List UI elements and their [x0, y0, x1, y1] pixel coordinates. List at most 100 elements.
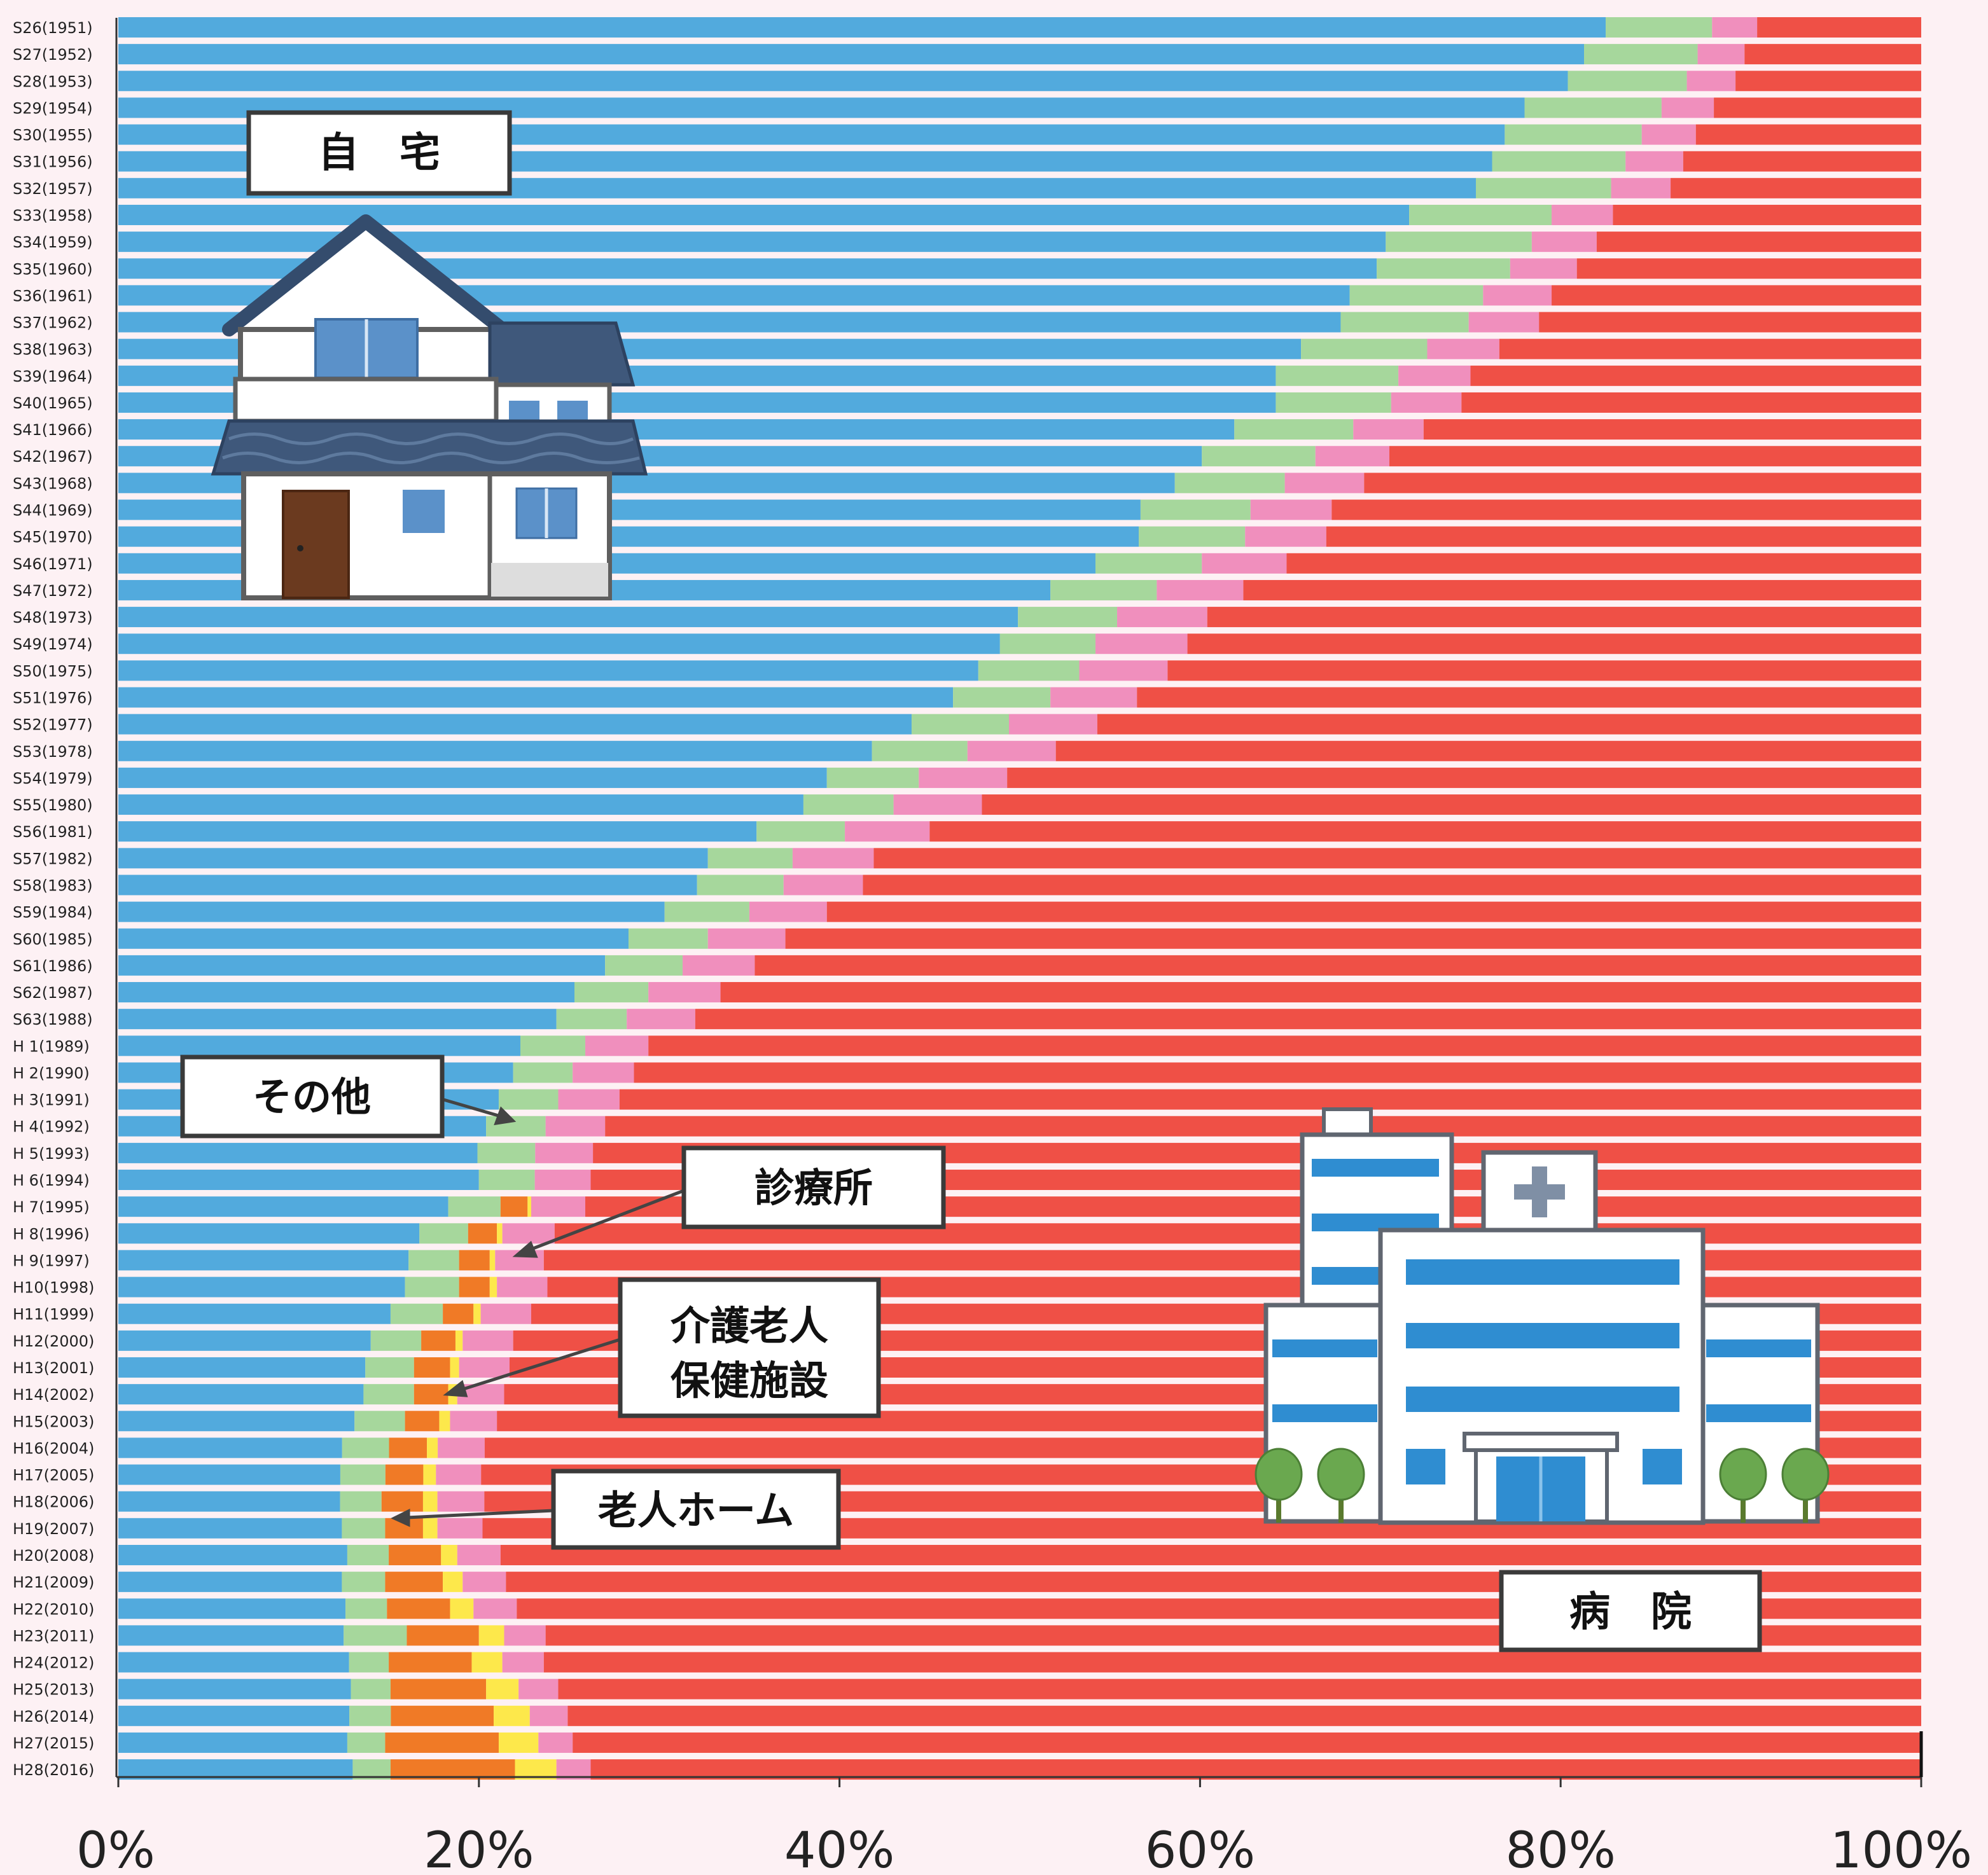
y-tick-label: S35(1960) [13, 260, 93, 278]
bar-segment-shinryosho [1398, 365, 1471, 386]
bar-segment-other [354, 1411, 405, 1432]
bar-segment-shinryosho [683, 955, 755, 976]
bar-segment-other [365, 1357, 414, 1378]
bar-segment-rojinhome [450, 1598, 474, 1619]
bar-segment-rokenshisetsu [414, 1384, 448, 1405]
bar-row [118, 928, 1921, 949]
bar-segment-other [556, 1009, 627, 1030]
bar-segment-home [118, 44, 1585, 65]
bar-segment-shinryosho [529, 1705, 568, 1726]
bar-segment-rojinhome [443, 1572, 463, 1593]
bar-segment-home [118, 17, 1606, 38]
bar-segment-rokenshisetsu [389, 1652, 472, 1673]
bar-segment-hospital [1552, 285, 1921, 306]
bar-segment-hospital [982, 794, 1921, 815]
bar-segment-shinryosho [436, 1464, 482, 1485]
bar-segment-shinryosho [437, 1518, 483, 1539]
bar-segment-shinryosho [1468, 312, 1540, 333]
bar-segment-rokenshisetsu [405, 1411, 440, 1432]
y-tick-label: S27(1952) [13, 46, 93, 64]
bar-segment-home [118, 821, 757, 842]
bar-segment-shinryosho [531, 1196, 586, 1217]
bar-row [118, 714, 1921, 735]
bar-segment-shinryosho [545, 1116, 606, 1137]
bar-segment-shinryosho [1157, 579, 1244, 600]
y-tick-label: S62(1987) [13, 984, 93, 1002]
bar-segment-rojinhome [439, 1411, 450, 1432]
bar-segment-rokenshisetsu [389, 1437, 427, 1458]
bar-segment-hospital [1243, 579, 1921, 600]
bar-row [118, 767, 1921, 788]
bar-segment-shinryosho [1391, 392, 1462, 413]
y-tick-label: H27(2015) [13, 1734, 94, 1752]
bar-segment-home [118, 875, 697, 896]
bar-segment-shinryosho [462, 1572, 506, 1593]
bar-segment-other [363, 1384, 414, 1405]
bar-segment-hospital [1326, 526, 1921, 547]
bar-row [118, 1678, 1921, 1699]
y-tick-label: H 2(1990) [13, 1064, 90, 1082]
axes [115, 18, 1923, 1778]
bar-row [118, 1544, 1921, 1565]
bar-row [118, 901, 1921, 922]
rokenshisetsu-label-line1: 介護老人 [671, 1303, 828, 1349]
bar-segment-home [118, 232, 1386, 253]
bar-segment-hospital [785, 928, 1921, 949]
bar-segment-other [872, 740, 968, 761]
bar-segment-home [118, 71, 1568, 92]
bar-segment-home [118, 1196, 448, 1217]
bar-segment-home [118, 1009, 557, 1030]
bar-segment-shinryosho [1315, 446, 1389, 467]
bar-segment-rojinhome [422, 1518, 438, 1539]
bar-segment-home [118, 928, 629, 949]
bar-segment-shinryosho [1510, 258, 1577, 279]
bar-row [118, 1705, 1921, 1726]
y-tick-label: S38(1963) [13, 341, 93, 359]
bar-segment-other [605, 955, 683, 976]
bar-segment-home [118, 1357, 366, 1378]
x-tick-label: 100% [1830, 1822, 1972, 1875]
bar-row [118, 660, 1921, 681]
bar-segment-shinryosho [1117, 607, 1207, 628]
bar-segment-other [1018, 607, 1118, 628]
bar-segment-other [1276, 365, 1399, 386]
bar-segment-rokenshisetsu [391, 1705, 494, 1726]
bar-segment-shinryosho [462, 1330, 513, 1351]
bar-segment-hospital [1364, 473, 1921, 494]
bar-segment-rojinhome [441, 1544, 457, 1565]
bar-segment-hospital [567, 1705, 1921, 1726]
bar-segment-rojinhome [489, 1250, 496, 1271]
bar-segment-shinryosho [648, 982, 721, 1003]
bar-segment-rojinhome [494, 1705, 530, 1726]
bar-segment-hospital [863, 875, 1921, 896]
bar-row [118, 17, 1921, 38]
y-tick-label: H13(2001) [13, 1359, 94, 1377]
bar-segment-rokenshisetsu [389, 1544, 441, 1565]
bar-segment-hospital [1757, 17, 1921, 38]
bar-row [118, 204, 1921, 225]
y-tick-label: S31(1956) [13, 153, 93, 171]
bar-segment-shinryosho [707, 928, 786, 949]
y-tick-label: S46(1971) [13, 555, 93, 573]
bar-segment-hospital [695, 1009, 1921, 1030]
bar-segment-rojinhome [478, 1625, 504, 1646]
bar-segment-shinryosho [627, 1009, 695, 1030]
y-tick-label: S28(1953) [13, 73, 93, 90]
y-tick-label: S51(1976) [13, 689, 93, 707]
bar-segment-shinryosho [1353, 419, 1424, 440]
bar-segment-other [1349, 285, 1484, 306]
bar-segment-hospital [1714, 97, 1921, 118]
bar-segment-rokenshisetsu [385, 1464, 424, 1485]
bar-segment-rokenshisetsu [381, 1491, 423, 1512]
bar-segment-hospital [543, 1652, 1921, 1673]
bar-segment-other [478, 1170, 535, 1191]
bar-segment-other [1301, 338, 1428, 359]
y-tick-label: S47(1972) [13, 582, 93, 600]
bar-segment-other [349, 1705, 391, 1726]
bar-segment-shinryosho [1050, 687, 1137, 708]
bar-segment-other [1377, 258, 1510, 279]
y-tick-label: S49(1974) [13, 635, 93, 653]
y-tick-label: H25(2013) [13, 1681, 94, 1699]
bar-segment-rojinhome [450, 1357, 459, 1378]
bar-segment-hospital [573, 1732, 1922, 1753]
